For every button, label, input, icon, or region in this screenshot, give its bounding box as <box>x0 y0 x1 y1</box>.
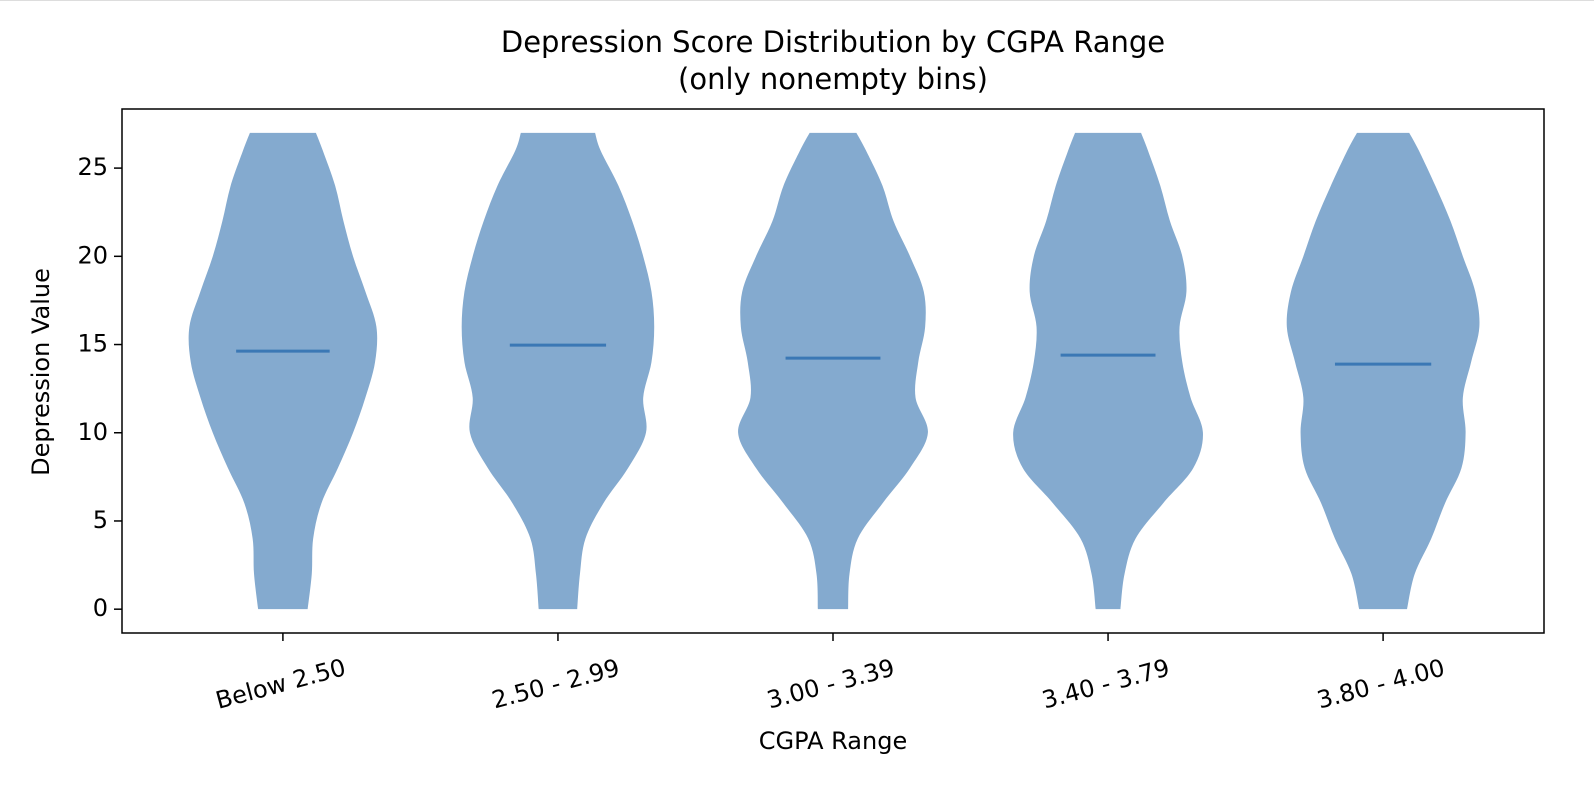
y-tick-label: 5 <box>93 506 108 534</box>
violin <box>461 132 655 610</box>
y-tick-label: 10 <box>77 418 108 446</box>
x-tick-label: 3.80 - 4.00 <box>1314 654 1448 715</box>
x-tick-label: 3.00 - 3.39 <box>764 654 898 715</box>
y-tick-label: 25 <box>77 153 108 181</box>
violin <box>1286 132 1480 610</box>
violin <box>1013 132 1203 610</box>
x-axis-label: CGPA Range <box>759 727 907 755</box>
plot-frame <box>121 108 1545 634</box>
x-tick-label: Below 2.50 <box>213 653 349 715</box>
violin <box>188 132 378 610</box>
y-tick-label: 15 <box>77 330 108 358</box>
x-tick-label: 3.40 - 3.79 <box>1039 654 1173 715</box>
chart-title: Depression Score Distribution by CGPA Ra… <box>501 25 1165 59</box>
y-axis-label: Depression Value <box>27 268 55 476</box>
chart-subtitle: (only nonempty bins) <box>678 62 988 96</box>
y-tick-label: 20 <box>77 241 108 269</box>
y-tick-label: 0 <box>93 594 108 622</box>
violin <box>738 132 928 610</box>
x-tick-label: 2.50 - 2.99 <box>489 654 623 715</box>
